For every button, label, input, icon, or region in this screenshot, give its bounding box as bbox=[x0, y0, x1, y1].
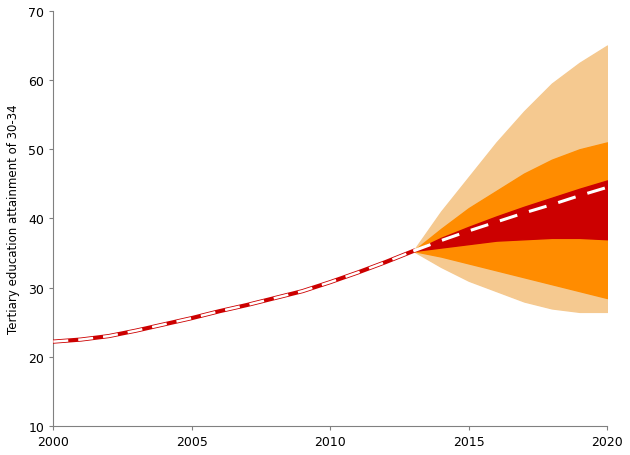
Y-axis label: Tertiary education attainment of 30-34: Tertiary education attainment of 30-34 bbox=[7, 105, 20, 334]
